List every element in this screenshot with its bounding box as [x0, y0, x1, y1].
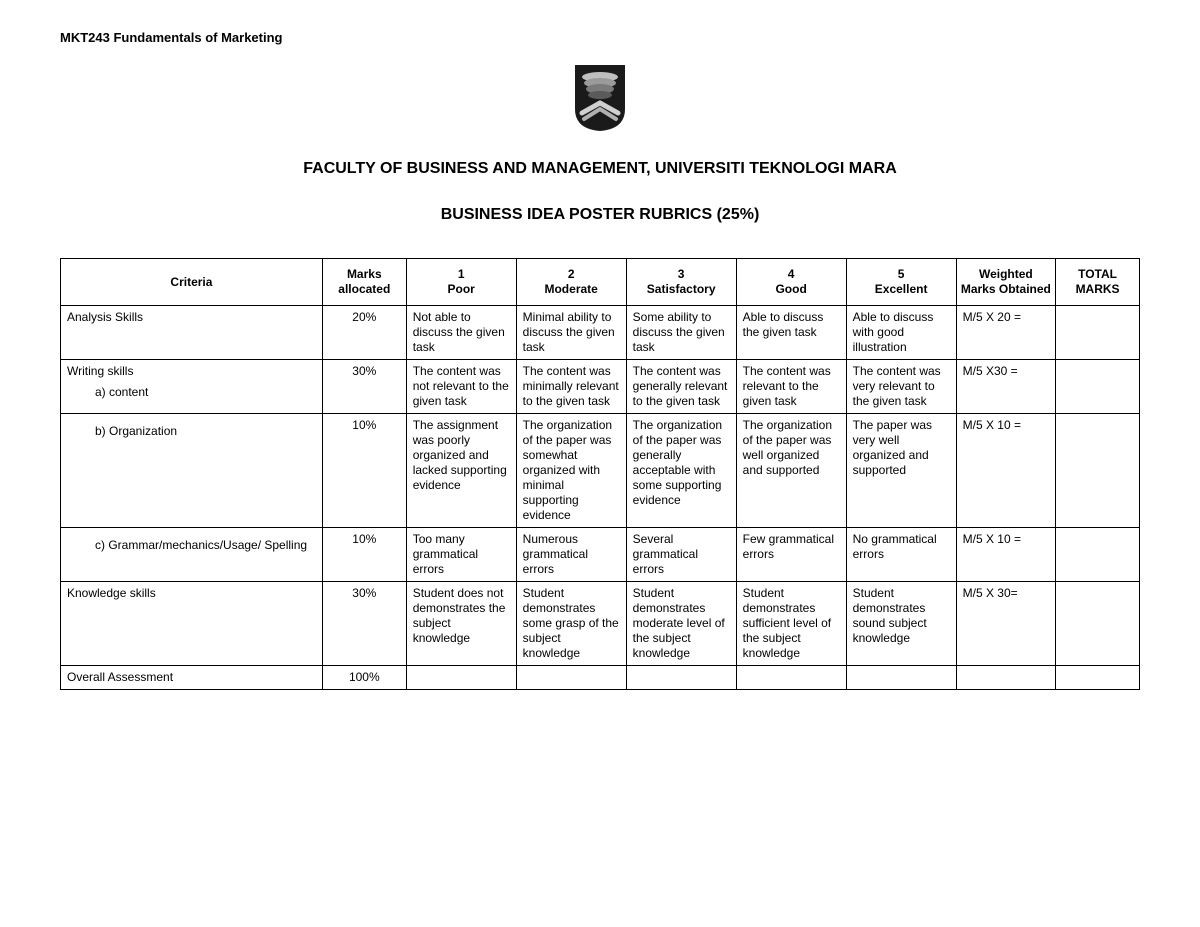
scale-cell [516, 666, 626, 690]
table-row: Analysis Skills 20%Not able to discuss th… [61, 306, 1140, 360]
scale-cell: The content was generally relevant to th… [626, 360, 736, 414]
criteria-cell: Overall Assessment [61, 666, 323, 690]
scale-cell: The organization of the paper was somewh… [516, 414, 626, 528]
total-cell [1056, 360, 1140, 414]
criteria-cell: Analysis Skills [61, 306, 323, 360]
scale-cell: Student does not demonstrates the subjec… [406, 582, 516, 666]
scale-cell: The assignment was poorly organized and … [406, 414, 516, 528]
scale-cell: Not able to discuss the given task [406, 306, 516, 360]
weighted-cell: M/5 X 10 = [956, 528, 1056, 582]
rubric-table: Criteria Marks allocated 1 Poor 2 Modera… [60, 258, 1140, 690]
scale-cell: The content was relevant to the given ta… [736, 360, 846, 414]
scale-cell [626, 666, 736, 690]
weighted-cell: M/5 X 10 = [956, 414, 1056, 528]
scale-cell: Able to discuss the given task [736, 306, 846, 360]
criteria-main: Overall Assessment [67, 670, 173, 684]
criteria-cell: b) Organization [61, 414, 323, 528]
header-scale-3: 3 Satisfactory [626, 259, 736, 306]
scale-cell [736, 666, 846, 690]
faculty-title: FACULTY OF BUSINESS AND MANAGEMENT, UNIV… [60, 160, 1140, 178]
logo-container [60, 63, 1140, 138]
scale-cell: Minimal ability to discuss the given tas… [516, 306, 626, 360]
criteria-sub: c) Grammar/mechanics/Usage/ Spelling [67, 538, 316, 553]
table-row: Overall Assessment 100% [61, 666, 1140, 690]
total-cell [1056, 528, 1140, 582]
scale-label: Poor [411, 282, 512, 297]
scale-cell: Able to discuss with good illustration [846, 306, 956, 360]
criteria-sub: b) Organization [67, 424, 316, 439]
weighted-cell: M/5 X30 = [956, 360, 1056, 414]
scale-cell: Numerous grammatical errors [516, 528, 626, 582]
header-weighted: Weighted Marks Obtained [956, 259, 1056, 306]
scale-num: 2 [521, 267, 622, 282]
table-header-row: Criteria Marks allocated 1 Poor 2 Modera… [61, 259, 1140, 306]
scale-cell: Student demonstrates sound subject knowl… [846, 582, 956, 666]
header-scale-5: 5 Excellent [846, 259, 956, 306]
total-cell [1056, 414, 1140, 528]
scale-cell: The content was very relevant to the giv… [846, 360, 956, 414]
scale-cell: Student demonstrates sufficient level of… [736, 582, 846, 666]
weighted-cell: M/5 X 20 = [956, 306, 1056, 360]
criteria-cell: Writing skills a) content [61, 360, 323, 414]
scale-cell: Several grammatical errors [626, 528, 736, 582]
scale-cell: Student demonstrates some grasp of the s… [516, 582, 626, 666]
course-code: MKT243 Fundamentals of Marketing [60, 30, 1140, 45]
scale-label: Moderate [521, 282, 622, 297]
header-scale-2: 2 Moderate [516, 259, 626, 306]
scale-cell [406, 666, 516, 690]
rubric-title: BUSINESS IDEA POSTER RUBRICS (25%) [60, 206, 1140, 224]
header-criteria: Criteria [61, 259, 323, 306]
criteria-main: Writing skills [67, 364, 133, 378]
scale-cell: The organization of the paper was genera… [626, 414, 736, 528]
scale-label: Excellent [851, 282, 952, 297]
scale-cell: No grammatical errors [846, 528, 956, 582]
criteria-cell: Knowledge skills [61, 582, 323, 666]
total-cell [1056, 306, 1140, 360]
scale-cell: The paper was very well organized and su… [846, 414, 956, 528]
criteria-main: Knowledge skills [67, 586, 156, 600]
scale-cell: Too many grammatical errors [406, 528, 516, 582]
header-total: TOTAL MARKS [1056, 259, 1140, 306]
table-row: b) Organization 10%The assignment was poo… [61, 414, 1140, 528]
scale-cell: Some ability to discuss the given task [626, 306, 736, 360]
scale-num: 5 [851, 267, 952, 282]
total-cell [1056, 666, 1140, 690]
weighted-cell [956, 666, 1056, 690]
scale-num: 1 [411, 267, 512, 282]
weighted-cell: M/5 X 30= [956, 582, 1056, 666]
header-marks-allocated: Marks allocated [322, 259, 406, 306]
total-cell [1056, 582, 1140, 666]
scale-label: Good [741, 282, 842, 297]
marks-allocated-cell: 30% [322, 582, 406, 666]
header-scale-4: 4 Good [736, 259, 846, 306]
marks-allocated-cell: 20% [322, 306, 406, 360]
criteria-sub: a) content [67, 385, 316, 400]
scale-num: 3 [631, 267, 732, 282]
scale-label: Satisfactory [631, 282, 732, 297]
marks-allocated-cell: 30% [322, 360, 406, 414]
university-crest-icon [570, 63, 630, 133]
marks-allocated-cell: 100% [322, 666, 406, 690]
marks-allocated-cell: 10% [322, 414, 406, 528]
scale-cell: The organization of the paper was well o… [736, 414, 846, 528]
scale-cell: Student demonstrates moderate level of t… [626, 582, 736, 666]
marks-allocated-cell: 10% [322, 528, 406, 582]
scale-cell: Few grammatical errors [736, 528, 846, 582]
criteria-cell: c) Grammar/mechanics/Usage/ Spelling [61, 528, 323, 582]
table-row: c) Grammar/mechanics/Usage/ Spelling 10%T… [61, 528, 1140, 582]
header-scale-1: 1 Poor [406, 259, 516, 306]
criteria-main: Analysis Skills [67, 310, 143, 324]
table-row: Knowledge skills 30%Student does not demo… [61, 582, 1140, 666]
table-row: Writing skillsa) content30%The content w… [61, 360, 1140, 414]
scale-cell: The content was not relevant to the give… [406, 360, 516, 414]
scale-num: 4 [741, 267, 842, 282]
scale-cell: The content was minimally relevant to th… [516, 360, 626, 414]
scale-cell [846, 666, 956, 690]
